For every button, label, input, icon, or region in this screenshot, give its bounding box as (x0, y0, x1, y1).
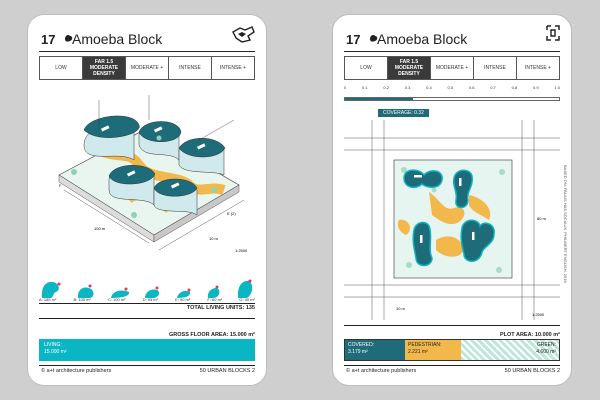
green-segment: GREEN: 4.600 m² (461, 340, 559, 360)
unit-label-d: D: 95 m² (142, 297, 158, 302)
gross-floor-area: GROSS FLOOR AREA: 15.000 m² (169, 332, 255, 338)
header-rule (39, 51, 255, 52)
covered-segment: COVERED: 3.179 m² (345, 340, 405, 360)
unit-label-e: E: 90 m² (175, 297, 191, 302)
divider (344, 325, 560, 326)
copyright: © a+t architecture publishers (346, 368, 417, 374)
tab-intense[interactable]: INTENSE (474, 57, 517, 79)
axonometric-drawing: 100 m 10 m E (2) F 1:2500 (58, 95, 248, 253)
density-tabs: LOW FAR 1.5 MODERATE DENSITY MODERATE + … (39, 56, 255, 80)
f-label: F (59, 183, 62, 188)
left-card: 17 Amoeba Block LOW FAR 1.5 MODERATE DEN… (28, 15, 266, 385)
side-dim: 80 m (537, 216, 547, 221)
scale-label: 1:2500 (532, 312, 545, 317)
coverage-tick: 0.9 (533, 85, 539, 90)
side-credit: BASED ON: PALAIS HAS SOCIAUX. PHILIBERT … (563, 165, 568, 283)
width-dim: 10 m (396, 306, 406, 311)
divider (39, 318, 255, 319)
pedestrian-value: 2.221 m² (408, 348, 428, 355)
coverage-tick: 0.2 (383, 85, 389, 90)
total-units: TOTAL LIVING UNITS: 135 (186, 305, 255, 311)
card-title: Amoeba Block (72, 31, 163, 47)
plan-icon (546, 25, 560, 41)
series-title: 50 URBAN BLOCKS 2 (504, 368, 560, 374)
coverage-tick: 0.1 (362, 85, 368, 90)
land-use-bar: COVERED: 3.179 m² PEDESTRIAN: 2.221 m² G… (344, 339, 560, 361)
unit-shape-a-icon (41, 281, 61, 298)
scale-label: 1:2500 (235, 248, 248, 253)
covered-value: 3.179 m² (348, 348, 368, 355)
card-number: 17 (41, 32, 56, 47)
unit-shape-e-icon (177, 288, 191, 298)
footer-rule (344, 365, 560, 366)
unit-label-c: C: 100 m² (107, 297, 126, 302)
tab-moderate-plus[interactable]: MODERATE + (126, 57, 169, 79)
covered-label: COVERED: (348, 342, 375, 348)
tab-intense[interactable]: INTENSE (169, 57, 212, 79)
coverage-tick: 0.3 (404, 85, 411, 90)
tab-intense-plus[interactable]: INTENSE + (525, 65, 551, 71)
amoeba-icon (370, 35, 378, 42)
card-title: Amoeba Block (377, 31, 468, 47)
width-dim: 100 m (94, 226, 106, 231)
tab-low[interactable]: LOW (40, 57, 83, 79)
unit-shape-g-icon (237, 279, 253, 298)
coverage-tick: 0 (344, 85, 347, 90)
e-label: E (2) (227, 211, 236, 216)
coverage-bar (344, 97, 560, 101)
coverage-tick: 0.6 (468, 85, 475, 90)
plot-area: PLOT AREA: 10.000 m² (499, 332, 560, 338)
coverage-tick: 0.5 (447, 85, 454, 90)
unit-label-f: F: 60 m² (207, 297, 223, 302)
coverage-tick: 0.8 (511, 85, 518, 90)
units-rule (39, 303, 255, 304)
coverage-label: COVERAGE: 0.32 (378, 109, 429, 117)
unit-label-g: G: 40 m² (239, 297, 255, 302)
pedestrian-label: PEDESTRIAN: (408, 342, 442, 348)
header-rule (344, 51, 560, 52)
footer-rule (39, 365, 255, 366)
series-title: 50 URBAN BLOCKS 2 (199, 368, 255, 374)
unit-label-a: A: 185 m² (39, 297, 57, 302)
site-plan: 80 m 10 m 1:2500 (344, 120, 560, 320)
unit-labels: A: 185 m² B: 105 m² C: 100 m² D: 95 m² E… (39, 297, 255, 302)
tab-moderate-plus[interactable]: MODERATE + (431, 57, 474, 79)
coverage-scale: 0 0.1 0.2 0.3 0.4 0.5 0.6 0.7 0.8 0.9 1.… (344, 85, 560, 90)
card-number: 17 (346, 32, 361, 47)
unit-shape-f-icon (207, 285, 220, 298)
tab-low[interactable]: LOW (345, 57, 388, 79)
axonometric-icon (232, 26, 255, 43)
unit-shape-d-icon (145, 286, 160, 298)
tab-moderate-density[interactable]: FAR 1.5 MODERATE DENSITY (388, 57, 431, 79)
right-card: 17 Amoeba Block LOW FAR 1.5 MODERATE DEN… (333, 15, 571, 385)
green-label: GREEN: (536, 342, 556, 348)
pedestrian-segment: PEDESTRIAN: 2.221 m² (405, 340, 461, 360)
living-bar: LIVING: 15.000 m² (39, 339, 255, 361)
copyright: © a+t architecture publishers (41, 368, 112, 374)
living-label: LIVING: (44, 342, 62, 348)
coverage-tick: 0.4 (426, 85, 432, 90)
unit-shape-b-icon (77, 284, 94, 298)
coverage-fill (345, 98, 414, 100)
tab-intense-plus[interactable]: INTENSE + (220, 65, 246, 71)
unit-shape-c-icon (111, 287, 130, 298)
living-value: 15.000 m² (44, 349, 67, 355)
coverage-tick: 0.7 (490, 85, 496, 90)
unit-label-b: B: 105 m² (73, 297, 91, 302)
density-tabs: LOW FAR 1.5 MODERATE DENSITY MODERATE + … (344, 56, 560, 80)
tab-moderate-density[interactable]: FAR 1.5 MODERATE DENSITY (83, 57, 126, 79)
amoeba-icon (65, 35, 73, 42)
unit-shapes (39, 270, 255, 300)
green-value: 4.600 m² (536, 348, 556, 355)
depth-dim: 10 m (209, 236, 219, 241)
coverage-tick: 1.0 (554, 85, 560, 90)
